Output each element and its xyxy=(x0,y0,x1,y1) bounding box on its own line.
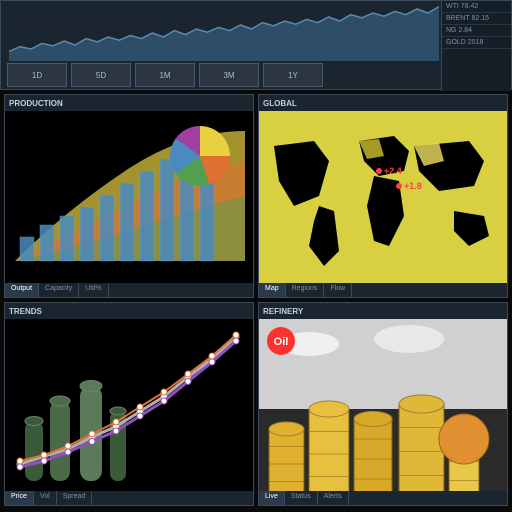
top-bar: 1D 5D 1M 3M 1Y WTI 78.42 BRENT 82.15 NG … xyxy=(0,0,512,90)
panel-global: GLOBAL +2.4+1.8 Map Regions Flow xyxy=(258,94,508,298)
panel-production-body[interactable] xyxy=(5,111,253,297)
tf-1y-button[interactable]: 1Y xyxy=(263,63,323,87)
tf-5d-button[interactable]: 5D xyxy=(71,63,131,87)
tab-live[interactable]: Live xyxy=(259,491,285,505)
ticker-sidebar: WTI 78.42 BRENT 82.15 NG 2.84 GOLD 2018 xyxy=(441,1,511,91)
tab-util[interactable]: Util% xyxy=(79,283,108,297)
panel-trends-title: TRENDS xyxy=(9,307,42,316)
panel-grid: PRODUCTION Output Capacity Util% GLOBAL … xyxy=(0,90,512,510)
tf-1d-button[interactable]: 1D xyxy=(7,63,67,87)
ticker-brent[interactable]: BRENT 82.15 xyxy=(442,13,511,25)
panel-trends-body[interactable] xyxy=(5,319,253,505)
panel-production-header[interactable]: PRODUCTION xyxy=(5,95,253,111)
panel-refinery-body[interactable]: Oil xyxy=(259,319,507,505)
tab-capacity[interactable]: Capacity xyxy=(39,283,79,297)
panel-production-title: PRODUCTION xyxy=(9,99,63,108)
svg-text:+2.4: +2.4 xyxy=(384,166,402,176)
timeframe-controls: 1D 5D 1M 3M 1Y xyxy=(1,61,511,89)
svg-text:Oil: Oil xyxy=(274,336,289,348)
tf-1m-button[interactable]: 1M xyxy=(135,63,195,87)
ticker-wti[interactable]: WTI 78.42 xyxy=(442,1,511,13)
panel-production-tabs: Output Capacity Util% xyxy=(5,283,253,297)
panel-global-header[interactable]: GLOBAL xyxy=(259,95,507,111)
tab-regions[interactable]: Regions xyxy=(286,283,325,297)
top-timeseries-chart[interactable] xyxy=(1,1,511,61)
tab-map[interactable]: Map xyxy=(259,283,286,297)
panel-global-title: GLOBAL xyxy=(263,99,297,108)
panel-production: PRODUCTION Output Capacity Util% xyxy=(4,94,254,298)
panel-refinery: REFINERY Oil Live Status Alerts xyxy=(258,302,508,506)
tab-flow[interactable]: Flow xyxy=(324,283,352,297)
svg-text:+1.8: +1.8 xyxy=(404,181,422,191)
panel-refinery-tabs: Live Status Alerts xyxy=(259,491,507,505)
tab-output[interactable]: Output xyxy=(5,283,39,297)
tab-spread[interactable]: Spread xyxy=(57,491,93,505)
tab-vol[interactable]: Vol xyxy=(34,491,57,505)
tab-alerts[interactable]: Alerts xyxy=(318,491,349,505)
panel-refinery-title: REFINERY xyxy=(263,307,303,316)
ticker-gold[interactable]: GOLD 2018 xyxy=(442,37,511,49)
tab-price[interactable]: Price xyxy=(5,491,34,505)
tf-3m-button[interactable]: 3M xyxy=(199,63,259,87)
panel-trends-header[interactable]: TRENDS xyxy=(5,303,253,319)
panel-trends-tabs: Price Vol Spread xyxy=(5,491,253,505)
panel-trends: TRENDS Price Vol Spread xyxy=(4,302,254,506)
ticker-ng[interactable]: NG 2.84 xyxy=(442,25,511,37)
panel-global-tabs: Map Regions Flow xyxy=(259,283,507,297)
tab-status[interactable]: Status xyxy=(285,491,318,505)
panel-refinery-header[interactable]: REFINERY xyxy=(259,303,507,319)
panel-global-body[interactable]: +2.4+1.8 xyxy=(259,111,507,297)
